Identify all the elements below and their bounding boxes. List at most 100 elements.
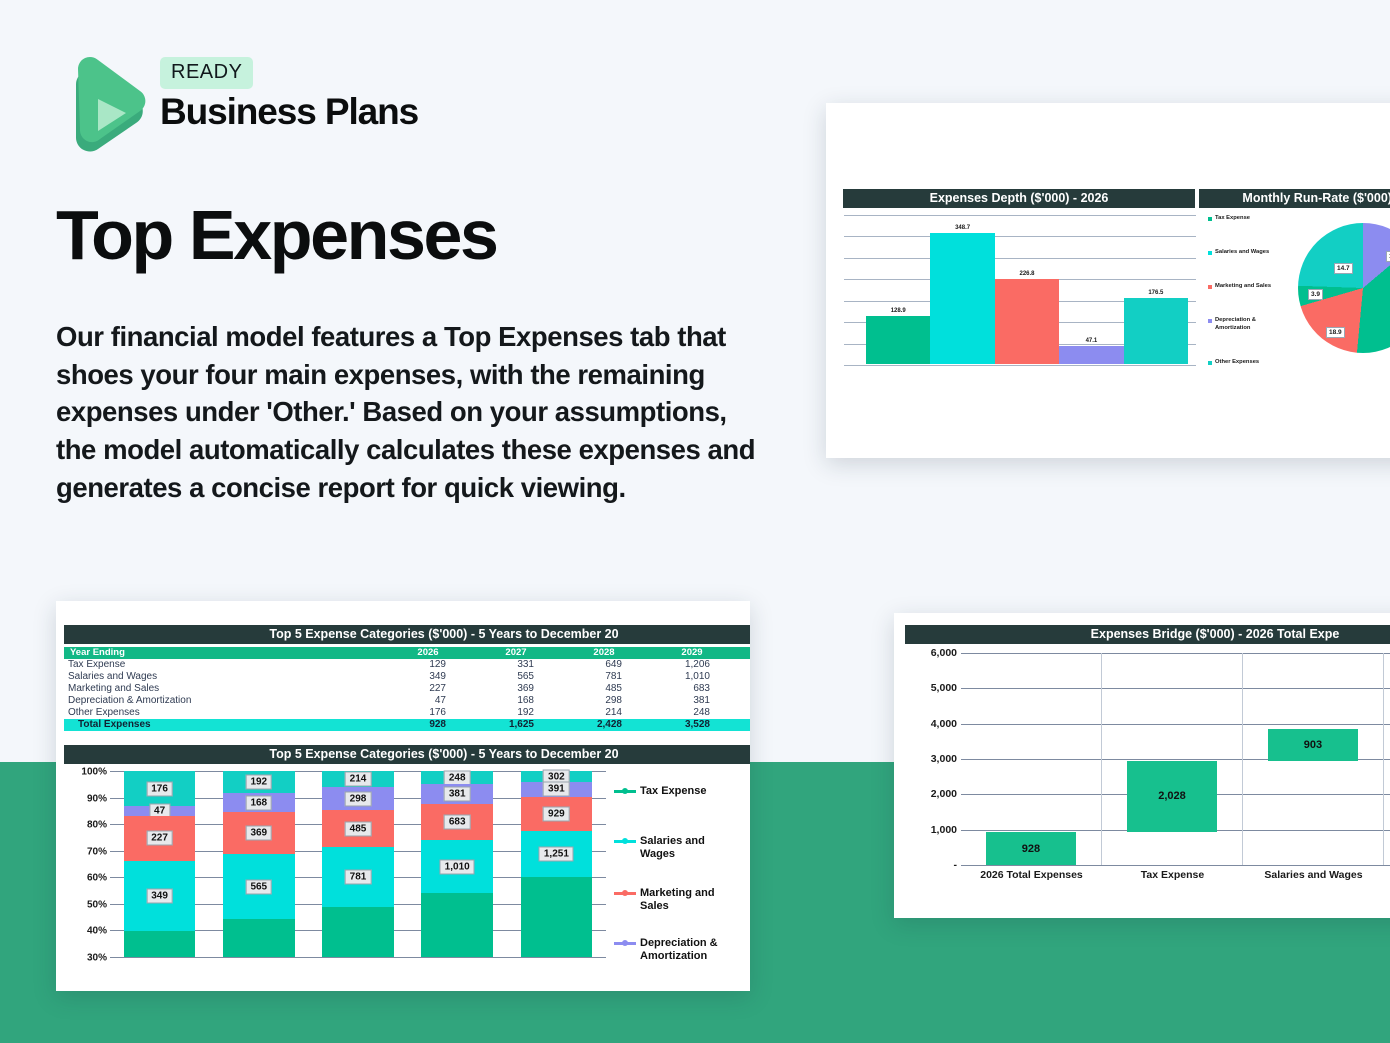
depth-legend-label: Depreciation & Amortization [1215, 317, 1256, 332]
table-row: Salaries and Wages 349 565 781 1,010 1,251 [64, 671, 750, 683]
stacked-y-tick: 70% [86, 846, 107, 858]
stacked-legend-item: Marketing and Sales [614, 887, 726, 913]
table-title: Top 5 Expense Categories ($'000) - 5 Yea… [64, 625, 750, 644]
waterfall-y-tick: - [953, 859, 958, 871]
stacked-legend-label: Salaries and Wages [640, 835, 705, 861]
stacked-segment-value: 349 [146, 888, 173, 904]
stacked-segment: 929 [520, 796, 593, 831]
table-row-label: Tax Expense [68, 659, 126, 670]
depth-legend-label: Tax Expense [1215, 215, 1251, 221]
legend-marker-icon [614, 890, 636, 896]
table-total-cell: 3,528 [648, 719, 736, 731]
table-cell: 176 [429, 707, 446, 718]
stacked-segment-value: 1,010 [439, 859, 475, 875]
stacked-segment-value: 381 [443, 786, 471, 802]
stacked-y-tick: 100% [81, 766, 107, 778]
table-cell: 683 [693, 683, 710, 694]
stacked-segment-value: 214 [344, 771, 372, 787]
stacked-segment: 227 [123, 815, 196, 862]
stacked-segment: 298 [322, 787, 394, 811]
table-row: Other Expenses 176 192 214 248 302 [64, 707, 750, 719]
stacked-segment: 1,010 [421, 840, 493, 894]
table-cell: 248 [693, 707, 710, 718]
brand-logo: READY Business Plans [56, 55, 436, 155]
table-cell: 298 [605, 695, 622, 706]
play-triangle-logo-icon [56, 55, 148, 155]
stacked-bar: 192 168 369 565 [223, 771, 295, 958]
waterfall-x-labels: 2026 Total Expenses Tax Expense Salaries a… [961, 869, 1390, 881]
table-header-row: Year Ending20262027202820292030 [64, 647, 750, 659]
table-row-label: Other Expenses [68, 707, 140, 718]
waterfall-column: 928 [961, 653, 1102, 865]
stacked-segment-value: 168 [245, 795, 273, 811]
stacked-segment: 214 [322, 771, 394, 788]
bridge-chart-title: Expenses Bridge ($'000) - 2026 Total Exp… [905, 625, 1390, 644]
table-cell: 485 [605, 683, 622, 694]
table-column-header: 2027 [472, 647, 560, 659]
stacked-y-tick: 50% [86, 899, 107, 911]
expenses-bridge-card: Expenses Bridge ($'000) - 2026 Total Exp… [894, 613, 1390, 918]
depth-bar-column: 176.5 [1123, 215, 1189, 364]
stacked-y-tick: 80% [86, 819, 107, 831]
expense-categories-card: Top 5 Expense Categories ($'000) - 5 Yea… [56, 601, 750, 991]
stacked-segment: 381 [421, 784, 493, 805]
waterfall-bar-value: 903 [1303, 738, 1323, 751]
waterfall-x-tick: 2026 Total Expenses [980, 869, 1083, 881]
stacked-segment: 248 [421, 770, 493, 786]
depth-legend-item: Tax Expense [1208, 215, 1288, 223]
stacked-legend-item: Depreciation & Amortization [614, 937, 726, 963]
legend-marker-icon [614, 940, 636, 946]
depth-bar-column: 226.8 [994, 215, 1060, 364]
stacked-segment: 192 [223, 771, 295, 793]
table-column-header: Year Ending [64, 647, 384, 659]
table-column-header: 2028 [560, 647, 648, 659]
table-column-header: 2030 [736, 647, 750, 659]
stacked-bar: 214 298 485 781 [322, 771, 394, 958]
table-cell: 781 [605, 671, 622, 682]
stacked-bar: 176 47 227 349 [123, 771, 196, 958]
stacked-segment-value: 781 [344, 869, 372, 885]
legend-swatch-icon [1208, 361, 1212, 366]
stacked-segment: 391 [520, 781, 593, 797]
stacked-plot-area: 176 47 227 349 192 168 369 565 214 298 485 781 248 38… [110, 769, 606, 958]
depth-chart-title: Expenses Depth ($'000) - 2026 [843, 189, 1195, 208]
table-row: Marketing and Sales 227 369 485 683 929 [64, 683, 750, 695]
stacked-segment-value: 565 [245, 879, 273, 895]
brand-name: Business Plans [160, 91, 419, 132]
table-total-cell: 928 [384, 719, 472, 731]
depth-legend-item: Depreciation & Amortization [1208, 317, 1288, 333]
stacked-column: 302 391 929 1,251 [507, 769, 606, 958]
table-cell: 1,010 [684, 671, 710, 682]
table-cell: 929 [736, 683, 750, 695]
stacked-segment-value: 298 [344, 791, 372, 807]
stacked-columns: 176 47 227 349 192 168 369 565 214 298 485 781 248 38… [110, 769, 606, 958]
waterfall-y-tick: 5,000 [930, 682, 957, 695]
stacked-segment-value: 929 [543, 806, 570, 822]
stacked-segment [223, 919, 295, 958]
table-cell: 331 [517, 659, 534, 670]
stacked-segment: 176 [123, 771, 196, 807]
depth-bar [1059, 346, 1124, 364]
table-cell: 214 [605, 707, 622, 718]
legend-marker-icon [614, 838, 636, 844]
stacked-legend: Tax Expense Salaries and Wages Marketing a… [614, 771, 726, 962]
stacked-chart-title: Top 5 Expense Categories ($'000) - 5 Yea… [64, 745, 750, 764]
table-total-cell: 5,030 [736, 719, 750, 731]
stacked-y-tick: 40% [86, 925, 107, 937]
monthly-runrate-pie-chart: 10.7 14.7 3.9 18.9 [1298, 223, 1390, 353]
pie-slice-value: 10.7 [1386, 251, 1390, 262]
depth-bar [866, 315, 931, 364]
legend-swatch-icon [1208, 251, 1212, 256]
waterfall-y-tick: 1,000 [930, 823, 957, 836]
table-cell: 565 [517, 671, 534, 682]
table-cell: 129 [429, 659, 446, 670]
waterfall-x-tick: Salaries and Wages [1264, 869, 1363, 881]
stacked-column: 192 168 369 565 [209, 771, 308, 958]
stacked-segment-value: 227 [146, 830, 173, 846]
waterfall-columns: 928 2,028 903 702 [961, 653, 1390, 865]
depth-legend-item: Other Expenses [1208, 359, 1288, 367]
ready-badge: READY [160, 57, 254, 89]
waterfall-column: 903 [1243, 653, 1384, 865]
